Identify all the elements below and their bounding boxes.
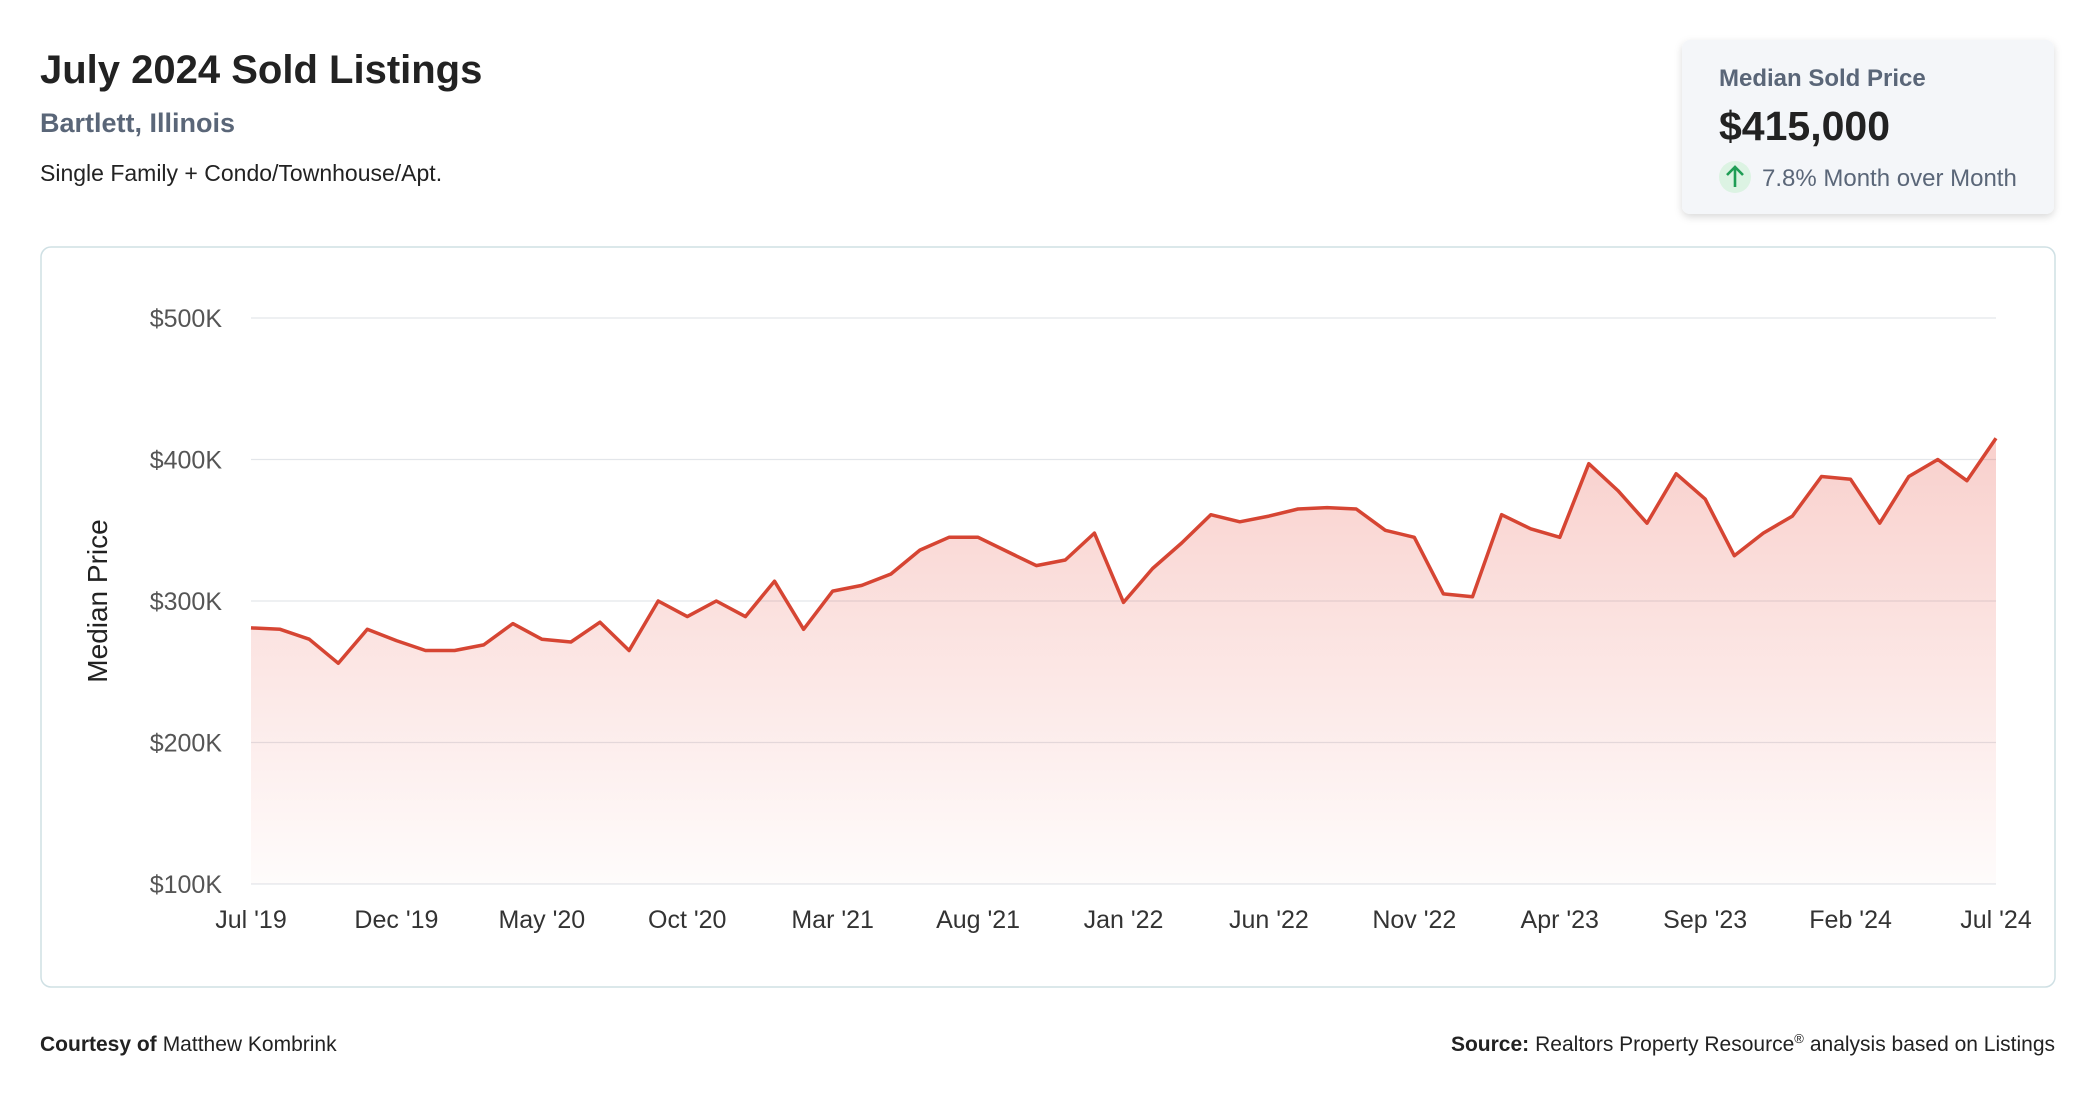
title: July 2024 Sold Listings bbox=[40, 48, 482, 92]
x-tick-label: Aug '21 bbox=[936, 906, 1020, 934]
x-tick-label: Feb '24 bbox=[1809, 906, 1892, 934]
card-value: $415,000 bbox=[1719, 103, 1890, 149]
location: Bartlett, Illinois bbox=[40, 108, 235, 138]
y-tick-label: $400K bbox=[150, 447, 223, 475]
x-tick-label: Nov '22 bbox=[1372, 906, 1456, 934]
source-name: Realtors Property Resource bbox=[1535, 1033, 1794, 1056]
courtesy-label: Courtesy of bbox=[40, 1033, 158, 1056]
up-arrow bbox=[1726, 165, 1744, 187]
y-tick-label: $300K bbox=[150, 588, 223, 616]
summary-card bbox=[1682, 40, 2054, 214]
y-tick-label: $200K bbox=[150, 730, 223, 758]
card-label: Median Sold Price bbox=[1719, 65, 1926, 92]
x-tick-label: Dec '19 bbox=[354, 906, 438, 934]
line bbox=[250, 437, 1998, 666]
source: Source: Realtors Property Resource® analys… bbox=[1451, 1031, 2055, 1056]
x-tick-label: Apr '23 bbox=[1521, 906, 1599, 934]
x-tick-label: Oct '20 bbox=[648, 906, 726, 934]
source-label: Source: bbox=[1451, 1033, 1529, 1056]
x-tick-label: Jul '19 bbox=[215, 906, 286, 934]
x-tick-label: Jan '22 bbox=[1084, 906, 1164, 934]
x-tick-label: Mar '21 bbox=[791, 906, 874, 934]
card-change: 7.8% Month over Month bbox=[1762, 165, 2017, 192]
property-types: Single Family + Condo/Townhouse/Apt. bbox=[40, 160, 442, 186]
x-tick-label: Sep '23 bbox=[1663, 906, 1747, 934]
x-tick-label: May '20 bbox=[498, 906, 585, 934]
x-tick-label: Jul '24 bbox=[1960, 906, 2032, 934]
plot: $100K $200K $300K $400K $500K Median Price Jul… bbox=[82, 305, 2032, 934]
courtesy: Courtesy of Matthew Kombrink bbox=[40, 1033, 337, 1056]
x-tick-label: Jun '22 bbox=[1229, 906, 1309, 934]
y-tick-label: $100K bbox=[150, 871, 223, 899]
y-tick-label: $500K bbox=[150, 305, 223, 333]
courtesy-name: Matthew Kombrink bbox=[163, 1033, 337, 1056]
area bbox=[251, 438, 1996, 884]
source-mark: ® bbox=[1794, 1031, 1804, 1046]
y-axis-label: Median Price bbox=[82, 519, 113, 682]
source-rest: analysis based on Listings bbox=[1810, 1033, 2055, 1056]
